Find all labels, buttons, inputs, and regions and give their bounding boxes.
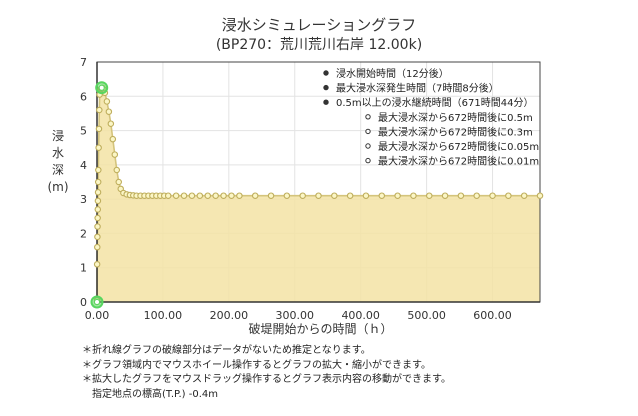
data-point[interactable] xyxy=(164,192,172,199)
y-tick-label-4: 4 xyxy=(80,159,87,172)
chart-axis-labels: 浸水深 (m) 破堤開始からの時間（ｈ） xyxy=(47,129,392,336)
legend-bullet-6 xyxy=(365,157,371,164)
legend-entry-1: 最大浸水深発生時間（7時間8分後） xyxy=(336,82,499,95)
legend-entry-6: 最大浸水深から672時間後に0.01m xyxy=(378,155,539,168)
data-point[interactable] xyxy=(94,243,101,251)
y-axis-label-0: 浸 xyxy=(52,129,64,143)
data-point[interactable] xyxy=(228,192,235,199)
data-point[interactable] xyxy=(180,192,188,199)
data-point[interactable] xyxy=(196,192,204,199)
data-point[interactable] xyxy=(96,106,103,114)
data-point[interactable] xyxy=(315,192,322,199)
data-point[interactable] xyxy=(457,192,465,199)
data-point[interactable] xyxy=(188,192,196,199)
note-drag: ＊拡大したグラフをマウスドラッグ操作するとグラフ表示内容の移動ができます。 xyxy=(82,374,451,385)
data-point[interactable] xyxy=(172,192,180,199)
data-point[interactable] xyxy=(362,192,370,199)
legend-entry-3: 最大浸水深から672時間後に0.5m xyxy=(378,111,533,124)
chart-notes: ＊折れ線グラフの破線部分はデータがないため推定となります。 ＊グラフ領域内でマウ… xyxy=(82,344,451,402)
legend-bullet-5 xyxy=(365,143,371,149)
x-tick-label-4: 400.00 xyxy=(341,309,380,322)
y-tick-label-3: 3 xyxy=(80,193,87,206)
data-point[interactable] xyxy=(410,192,417,199)
data-point[interactable] xyxy=(94,189,102,196)
data-point[interactable] xyxy=(94,214,101,222)
data-point[interactable] xyxy=(536,192,544,199)
data-point[interactable] xyxy=(283,192,291,199)
y-tick-label-0: 0 xyxy=(80,296,87,309)
data-point[interactable] xyxy=(441,192,449,199)
data-point[interactable] xyxy=(105,108,113,115)
flood-chart[interactable]: 0 1 2 3 4 5 6 7 0.00 100.00 200.00 300.00 400.00 500.… xyxy=(0,0,638,340)
data-point[interactable] xyxy=(107,120,115,127)
data-point[interactable] xyxy=(109,135,117,143)
x-tick-label-5: 500.00 xyxy=(407,309,446,322)
data-point[interactable] xyxy=(93,261,101,268)
highlight-point-core-0 xyxy=(94,299,100,305)
data-point[interactable] xyxy=(115,178,123,186)
legend-bullet-3 xyxy=(365,114,371,120)
chart-title: 浸水シミュレーショングラフ xyxy=(221,16,417,34)
note-zoom: ＊グラフ領域内でマウスホイール操作するとグラフの拡大・縮小ができます。 xyxy=(82,359,431,371)
chart-subtitle: (BP270：荒川荒川右岸 12.00k) xyxy=(215,37,423,53)
y-tick-label-5: 5 xyxy=(80,125,87,138)
chart-markers[interactable] xyxy=(90,81,544,309)
data-point[interactable] xyxy=(299,192,306,199)
data-point[interactable] xyxy=(111,151,119,158)
note-estimate: ＊折れ線グラフの破線部分はデータがないため推定となります。 xyxy=(82,345,371,356)
data-point[interactable] xyxy=(473,192,480,199)
legend-entry-5: 最大浸水深から672時間後に0.05m xyxy=(378,140,539,153)
x-tick-label-2: 200.00 xyxy=(210,309,249,322)
legend-entry-0: 浸水開始時間（12分後） xyxy=(336,67,449,80)
data-point[interactable] xyxy=(95,166,102,174)
y-tick-label-7: 7 xyxy=(80,56,87,69)
y-tick-label-1: 1 xyxy=(80,262,87,275)
data-point[interactable] xyxy=(95,125,103,133)
data-point[interactable] xyxy=(220,192,227,199)
data-point[interactable] xyxy=(94,197,102,205)
data-point[interactable] xyxy=(520,192,528,199)
x-tick-label-6: 600.00 xyxy=(473,309,512,322)
data-point[interactable] xyxy=(103,98,111,105)
data-point[interactable] xyxy=(113,166,121,174)
note-elevation: 指定地点の標高(T.P.) -0.4m xyxy=(92,388,218,400)
data-point[interactable] xyxy=(331,192,338,199)
data-point[interactable] xyxy=(489,192,496,199)
data-point[interactable] xyxy=(267,192,275,199)
highlight-point-core-1 xyxy=(98,84,105,91)
chart-legend: 浸水開始時間（12分後） 最大浸水深発生時間（7時間8分後）0.5m以上の浸水継続… xyxy=(323,67,539,168)
data-point[interactable] xyxy=(236,192,243,199)
x-tick-label-0: 0.00 xyxy=(85,309,110,322)
data-point[interactable] xyxy=(94,178,102,186)
data-point[interactable] xyxy=(505,192,512,199)
legend-entry-4: 最大浸水深から672時間後に0.3m xyxy=(378,125,533,138)
y-axis-label-1: 水 xyxy=(52,146,64,160)
data-point[interactable] xyxy=(94,206,102,213)
x-tick-label-3: 300.00 xyxy=(276,309,315,322)
y-tick-label-6: 6 xyxy=(80,90,87,103)
legend-bullet-4 xyxy=(365,128,371,135)
chart-ticks: 0 1 2 3 4 5 6 7 0.00 100.00 200.00 300.00 400.00 500.… xyxy=(80,56,512,322)
legend-bullet-0 xyxy=(323,70,329,76)
data-point[interactable] xyxy=(425,192,433,199)
data-point[interactable] xyxy=(346,192,354,199)
data-point[interactable] xyxy=(95,144,102,151)
data-point[interactable] xyxy=(94,233,101,241)
y-axis-label-2: 深 xyxy=(52,163,64,177)
x-axis-label: 破堤開始からの時間（ｈ） xyxy=(248,321,392,336)
data-point[interactable] xyxy=(212,192,219,199)
data-point[interactable] xyxy=(94,223,101,230)
legend-entry-2: 0.5m以上の浸水継続時間（671時間44分） xyxy=(336,96,533,109)
data-point[interactable] xyxy=(394,192,401,199)
data-point[interactable] xyxy=(251,192,259,199)
y-tick-label-2: 2 xyxy=(80,227,87,240)
data-point[interactable] xyxy=(204,192,212,199)
series-area-fill xyxy=(97,87,540,303)
legend-bullet-1 xyxy=(323,84,329,91)
y-axis-label-3: (m) xyxy=(47,180,68,194)
legend-bullet-2 xyxy=(323,99,329,105)
x-tick-label-1: 100.00 xyxy=(144,309,183,322)
data-point[interactable] xyxy=(378,192,386,199)
